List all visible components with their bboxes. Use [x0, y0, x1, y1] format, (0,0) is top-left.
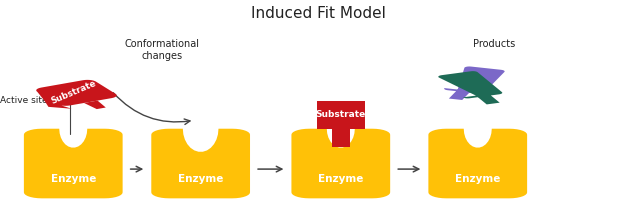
Text: Conformational
changes: Conformational changes [125, 39, 200, 61]
Polygon shape [428, 129, 527, 198]
Polygon shape [444, 66, 505, 100]
Polygon shape [84, 101, 106, 109]
Polygon shape [438, 71, 503, 104]
Text: Substrate: Substrate [49, 78, 97, 105]
Polygon shape [292, 129, 390, 198]
Text: Products: Products [473, 39, 515, 49]
Text: Enzyme: Enzyme [455, 174, 501, 184]
Text: Enzyme: Enzyme [178, 174, 224, 184]
Text: Active site: Active site [0, 96, 70, 134]
Text: Substrate: Substrate [316, 111, 366, 119]
Polygon shape [152, 129, 250, 198]
Text: Induced Fit Model: Induced Fit Model [251, 6, 386, 21]
Text: Enzyme: Enzyme [318, 174, 364, 184]
Polygon shape [24, 129, 122, 198]
Polygon shape [317, 101, 365, 147]
Text: Enzyme: Enzyme [50, 174, 96, 184]
Polygon shape [36, 80, 117, 109]
